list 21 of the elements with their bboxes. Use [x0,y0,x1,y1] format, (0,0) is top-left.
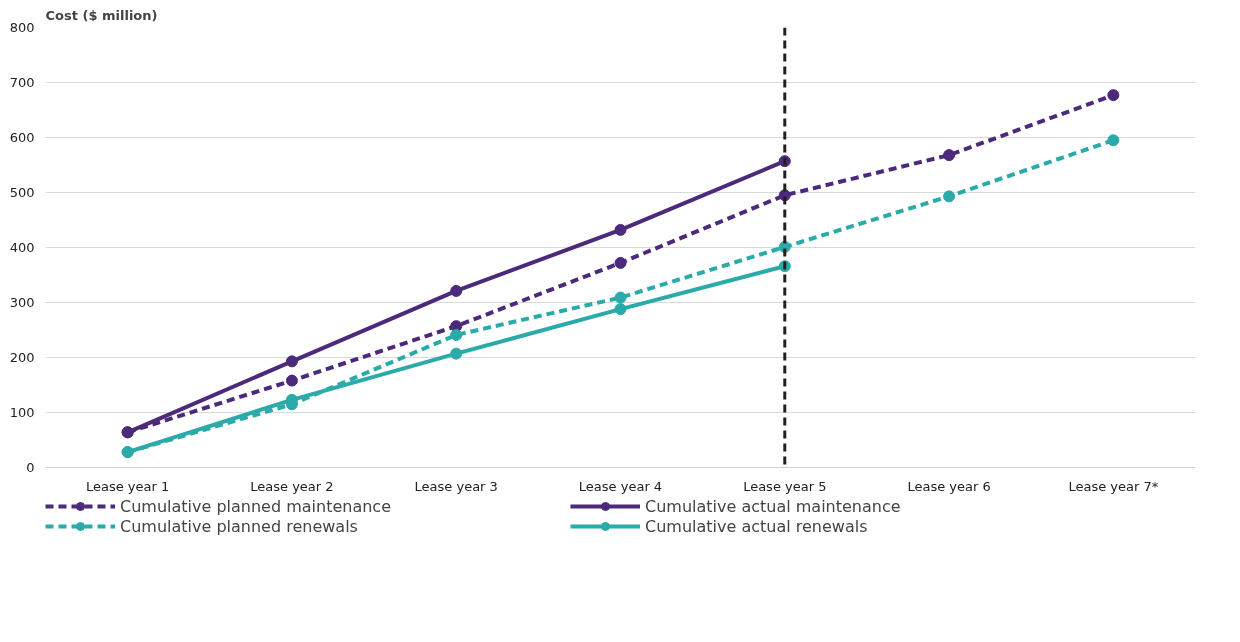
y-axis-title: Cost ($ million) [45,7,158,23]
legend-label: Cumulative actual maintenance [645,496,902,516]
y-tick-label: 400 [9,240,35,255]
x-tick-label: Lease year 6 [907,478,991,494]
y-tick-label: 200 [9,350,35,365]
x-tick-label: Lease year 3 [414,478,498,494]
y-tick-label: 600 [9,130,35,145]
y-tick-label: 300 [9,295,35,310]
x-tick-label: Lease year 4 [578,478,663,494]
y-tick-label: 0 [26,460,35,475]
x-tick-label: Lease year 5 [743,478,827,494]
legend-label: Cumulative planned renewals [120,516,359,536]
legend-label: Cumulative planned maintenance [120,496,392,516]
x-tick-label: Lease year 7* [1068,478,1159,494]
y-tick-label: 500 [9,185,35,200]
x-tick-label: Lease year 1 [86,478,170,494]
x-tick-label: Lease year 2 [250,478,334,494]
y-tick-label: 100 [9,405,35,420]
y-tick-label: 800 [9,20,35,35]
y-tick-label: 700 [9,75,35,90]
legend-label: Cumulative actual renewals [645,516,869,536]
